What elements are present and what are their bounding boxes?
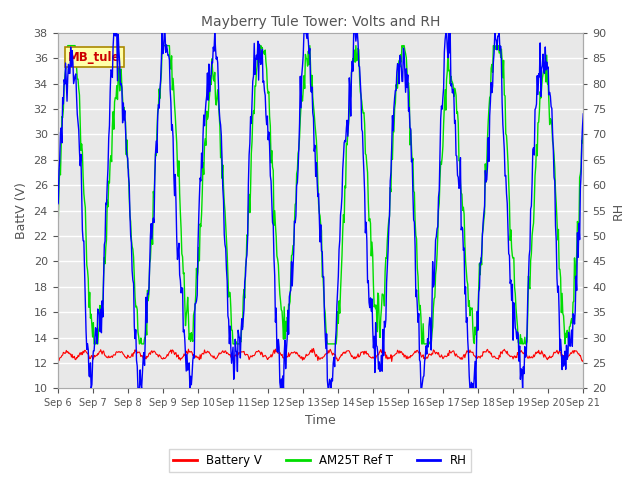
Title: Mayberry Tule Tower: Volts and RH: Mayberry Tule Tower: Volts and RH	[201, 15, 440, 29]
Text: MB_tule: MB_tule	[68, 51, 120, 64]
RH	[200, 112, 207, 118]
AM25T Ref T	[401, 48, 409, 53]
Battery V	[171, 352, 179, 358]
Battery V	[401, 352, 409, 358]
Battery V	[385, 356, 392, 361]
Battery V	[388, 359, 396, 364]
Battery V	[310, 346, 317, 351]
RH	[401, 69, 409, 74]
RH	[172, 200, 180, 205]
RH	[110, 30, 118, 36]
Battery V	[54, 358, 61, 363]
AM25T Ref T	[386, 213, 394, 219]
X-axis label: Time: Time	[305, 414, 336, 427]
Battery V	[579, 357, 587, 363]
Y-axis label: RH: RH	[612, 202, 625, 220]
Line: AM25T Ref T: AM25T Ref T	[58, 46, 583, 344]
AM25T Ref T	[90, 341, 98, 347]
Line: RH: RH	[58, 33, 583, 388]
RH	[119, 120, 127, 126]
Y-axis label: BattV (V): BattV (V)	[15, 182, 28, 239]
AM25T Ref T	[200, 171, 207, 177]
Battery V	[198, 350, 206, 356]
RH	[63, 98, 71, 104]
Battery V	[117, 349, 125, 355]
Legend: Battery V, AM25T Ref T, RH: Battery V, AM25T Ref T, RH	[169, 449, 471, 472]
AM25T Ref T	[172, 128, 180, 133]
AM25T Ref T	[63, 54, 71, 60]
AM25T Ref T	[579, 129, 587, 134]
AM25T Ref T	[64, 43, 72, 48]
RH	[87, 385, 95, 391]
RH	[579, 111, 587, 117]
RH	[386, 212, 394, 218]
AM25T Ref T	[54, 244, 61, 250]
Line: Battery V: Battery V	[58, 348, 583, 361]
AM25T Ref T	[119, 96, 127, 102]
Battery V	[63, 349, 71, 355]
RH	[54, 202, 61, 207]
